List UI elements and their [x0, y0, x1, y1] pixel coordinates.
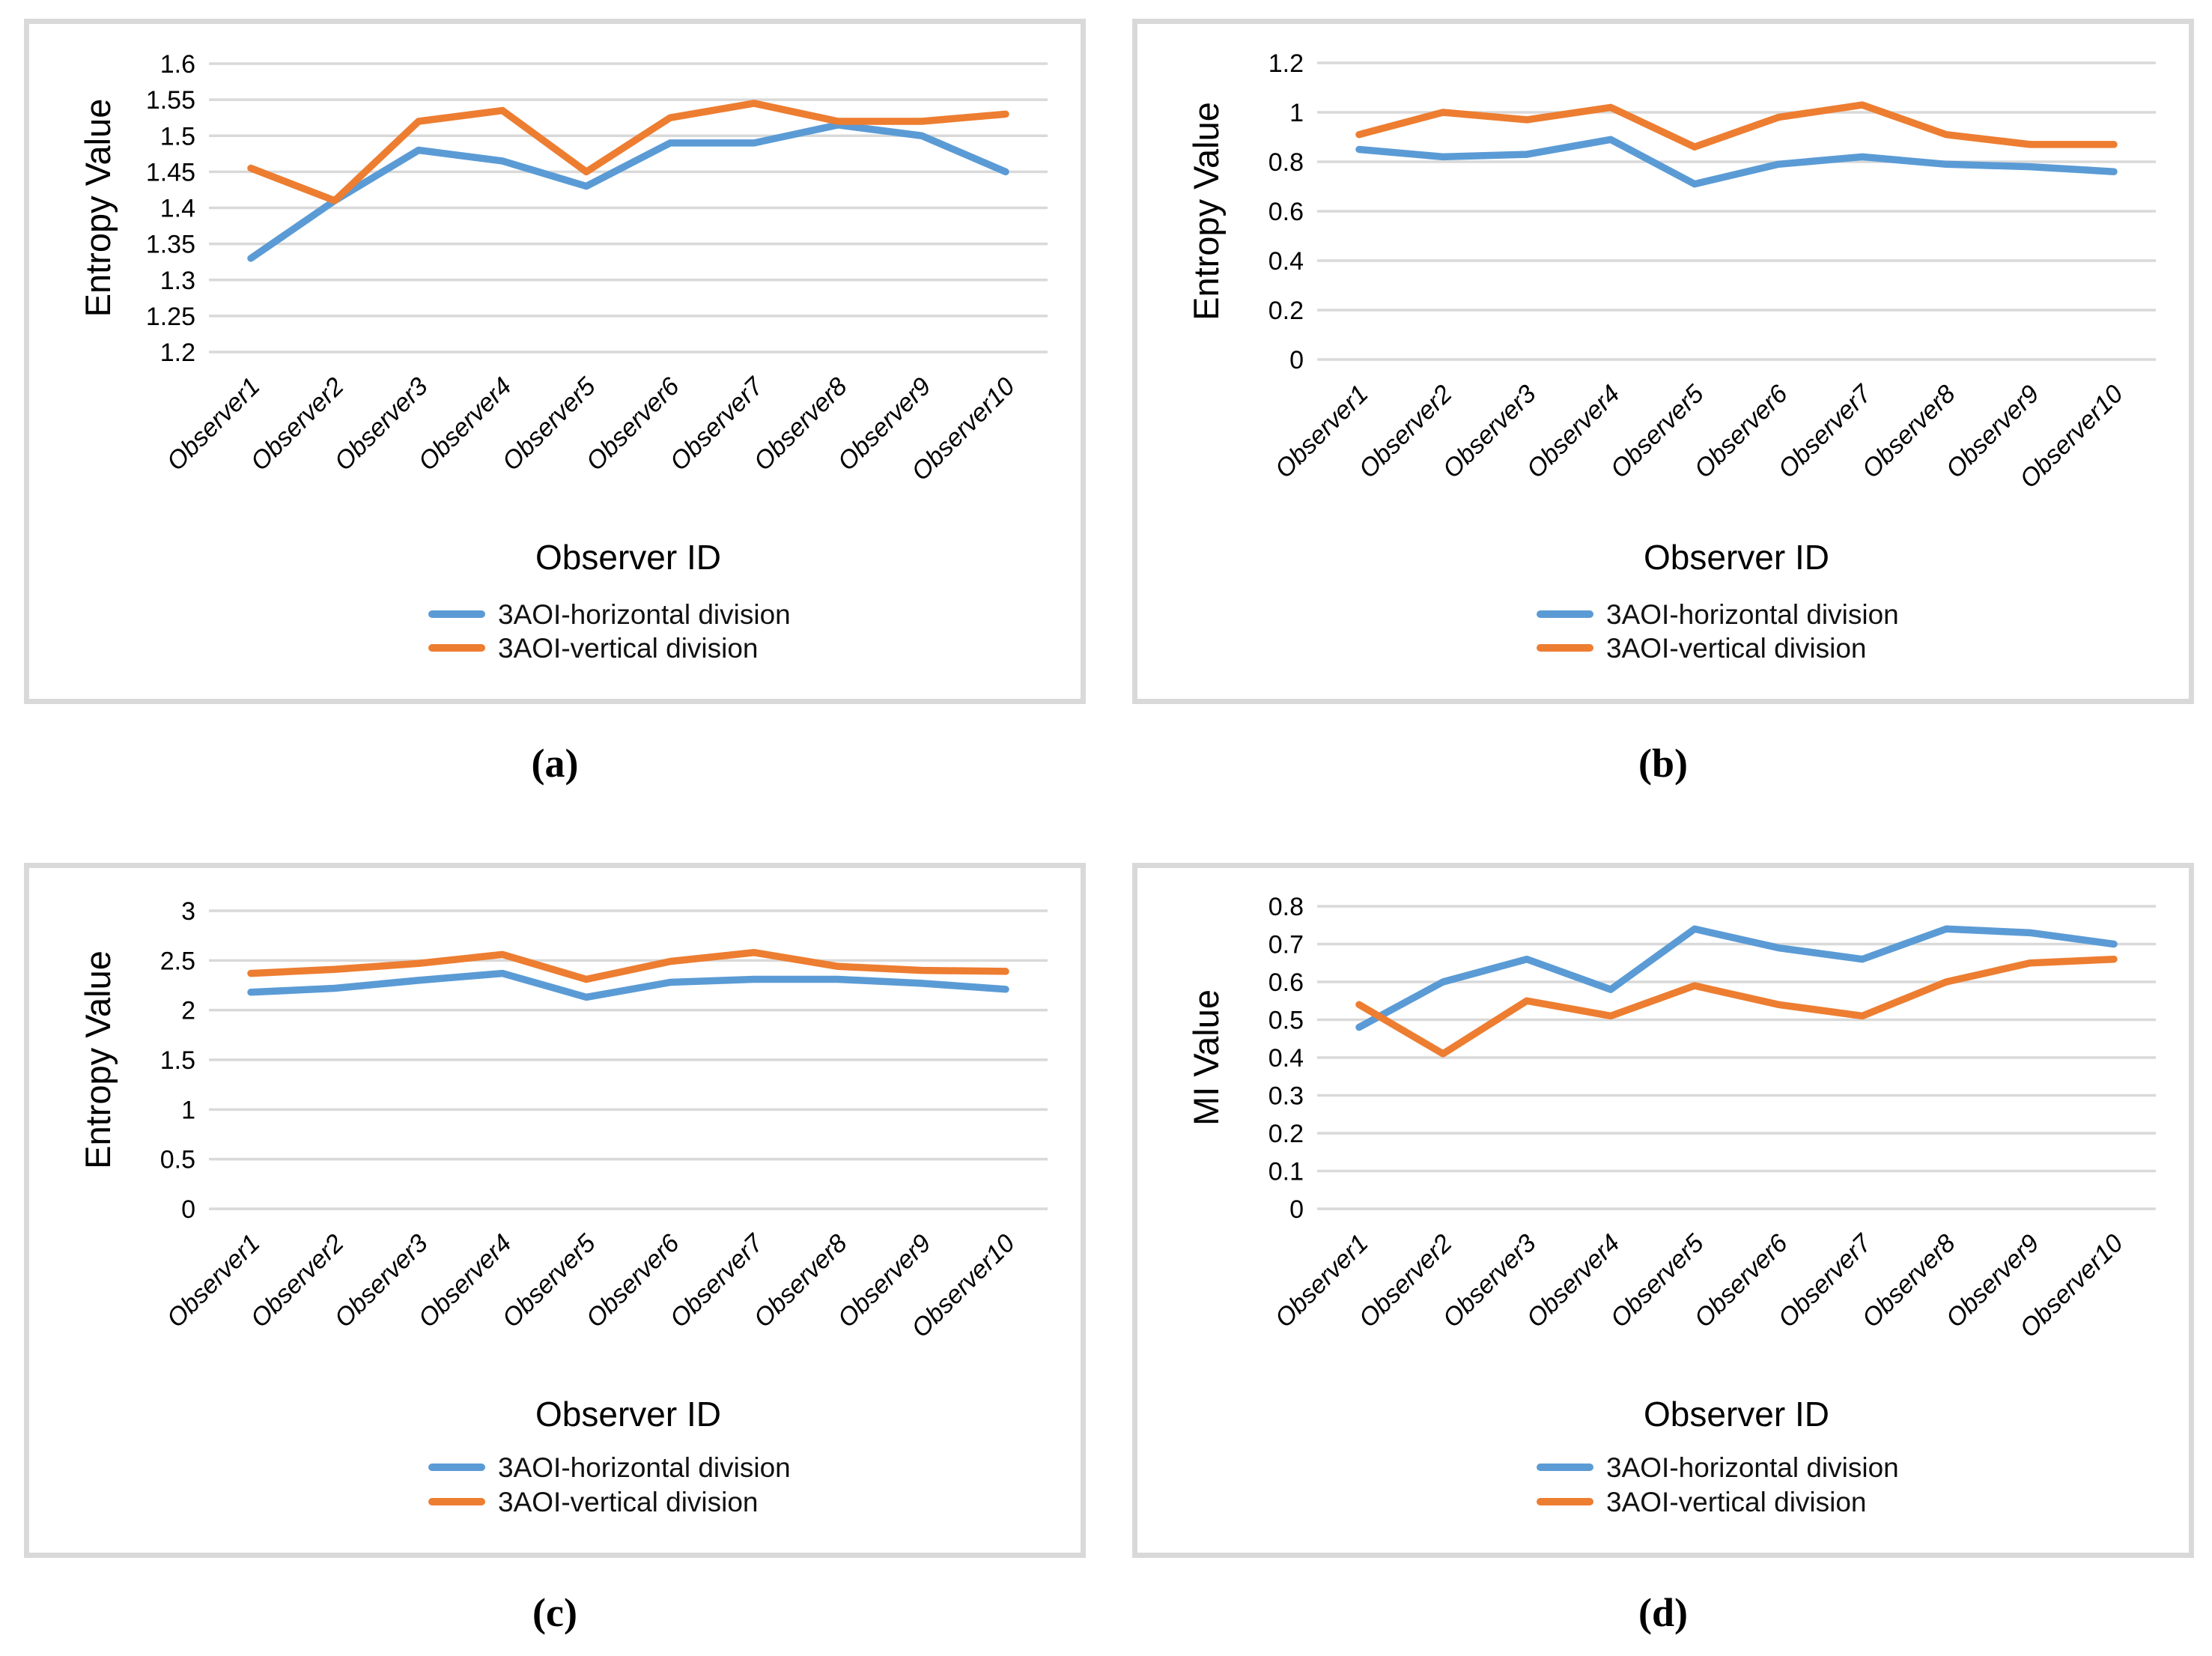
y-tick-label: 0.3: [1268, 1082, 1304, 1111]
y-tick-label: 0.7: [1268, 931, 1304, 959]
line-chart: 32.521.510.50Observer1Observer2Observer3…: [78, 897, 1048, 1517]
y-tick-label: 2: [181, 997, 195, 1025]
legend-label: 3AOI-horizontal division: [498, 599, 791, 630]
y-tick-label: 0.8: [1268, 893, 1304, 921]
y-tick-label: 0.6: [1268, 198, 1304, 226]
y-tick-label: 1.35: [146, 231, 195, 259]
y-tick-label: 0.5: [1268, 1007, 1304, 1035]
y-tick-label: 1.3: [160, 267, 195, 295]
horizontal-division-series-line: [1355, 136, 2118, 188]
y-tick-label: 0.6: [1268, 968, 1304, 997]
legend-label: 3AOI-vertical division: [498, 633, 759, 664]
y-tick-label: 0: [181, 1195, 195, 1224]
y-tick-label: 1.5: [160, 122, 195, 151]
y-tick-label: 3: [181, 897, 195, 926]
y-tick-label: 1.5: [160, 1046, 195, 1075]
caption-d: (d): [1638, 1590, 1688, 1635]
y-tick-label: 0.4: [1268, 247, 1304, 276]
legend-label: 3AOI-vertical division: [1606, 633, 1867, 664]
y-tick-label: 1.4: [160, 195, 195, 223]
vertical-division-series-line: [247, 100, 1009, 204]
caption-a: (a): [531, 741, 579, 786]
legend-label: 3AOI-vertical division: [1606, 1487, 1867, 1517]
y-axis-title: Entropy Value: [1186, 102, 1226, 321]
line-chart: 1.61.551.51.451.41.351.31.251.2Observer1…: [78, 50, 1048, 664]
chart-panel-a: 1.6 1.55 1.5 1.45 1.4 1.35 1.3 1.25 1.2 Observer1…: [24, 19, 1086, 704]
y-tick-label: 0.2: [1268, 1120, 1304, 1148]
y-tick-label: 0.8: [1268, 148, 1304, 177]
y-tick-label: 0: [1289, 346, 1304, 374]
y-tick-label: 1.2: [1268, 49, 1304, 78]
legend-label: 3AOI-vertical division: [498, 1487, 759, 1517]
horizontal-division-series-line: [247, 969, 1009, 1001]
chart-panel-d: 0.8 0.7 0.6 0.5 0.4 0.3 0.2 0.1 0 Observer1 Observ…: [1132, 863, 2194, 1558]
y-tick-label: 1.2: [160, 339, 195, 367]
line-chart: 1.210.80.60.40.20Observer1Observer2Obser…: [1186, 49, 2156, 664]
y-tick-label: 1.55: [146, 86, 195, 115]
horizontal-division-series-line: [1355, 925, 2118, 1031]
y-tick-label: 1: [1289, 99, 1304, 127]
horizontal-division-series-line: [247, 121, 1009, 262]
x-axis-title: Observer ID: [535, 538, 721, 577]
y-tick-label: 1.45: [146, 158, 195, 186]
x-axis-title: Observer ID: [1644, 1395, 1829, 1434]
chart-panel-c: 3 2.5 2 1.5 1 0.5 0 Observer1 Observer2 Observer3…: [24, 863, 1086, 1558]
legend-label: 3AOI-horizontal division: [1606, 599, 1899, 630]
chart-panel-b: 1.2 1 0.8 0.6 0.4 0.2 0 Observer1 Observer2 Obser…: [1132, 19, 2194, 704]
y-tick-label: 1.25: [146, 303, 195, 331]
caption-c: (c): [532, 1590, 577, 1635]
vertical-division-series-line: [247, 948, 1009, 983]
y-axis-title: MI Value: [1186, 989, 1226, 1126]
y-tick-label: 1.6: [160, 50, 195, 79]
y-tick-label: 0.1: [1268, 1158, 1304, 1186]
legend-label: 3AOI-horizontal division: [498, 1452, 791, 1483]
vertical-division-series-line: [1355, 101, 2118, 151]
x-axis-title: Observer ID: [535, 1395, 721, 1434]
line-chart: 0.80.70.60.50.40.30.20.10Observer1Observ…: [1186, 893, 2156, 1517]
caption-b: (b): [1638, 741, 1688, 786]
x-axis-title: Observer ID: [1644, 538, 1829, 577]
y-tick-label: 0.2: [1268, 297, 1304, 325]
y-tick-label: 2.5: [160, 947, 195, 975]
vertical-division-series-line: [1355, 955, 2118, 1058]
y-axis-title: Entropy Value: [78, 99, 118, 318]
y-tick-label: 0.4: [1268, 1044, 1304, 1073]
y-tick-label: 0.5: [160, 1146, 195, 1174]
y-tick-label: 1: [181, 1096, 195, 1124]
legend-label: 3AOI-horizontal division: [1606, 1452, 1899, 1483]
y-tick-label: 0: [1289, 1195, 1304, 1224]
y-axis-title: Entropy Value: [78, 950, 118, 1169]
